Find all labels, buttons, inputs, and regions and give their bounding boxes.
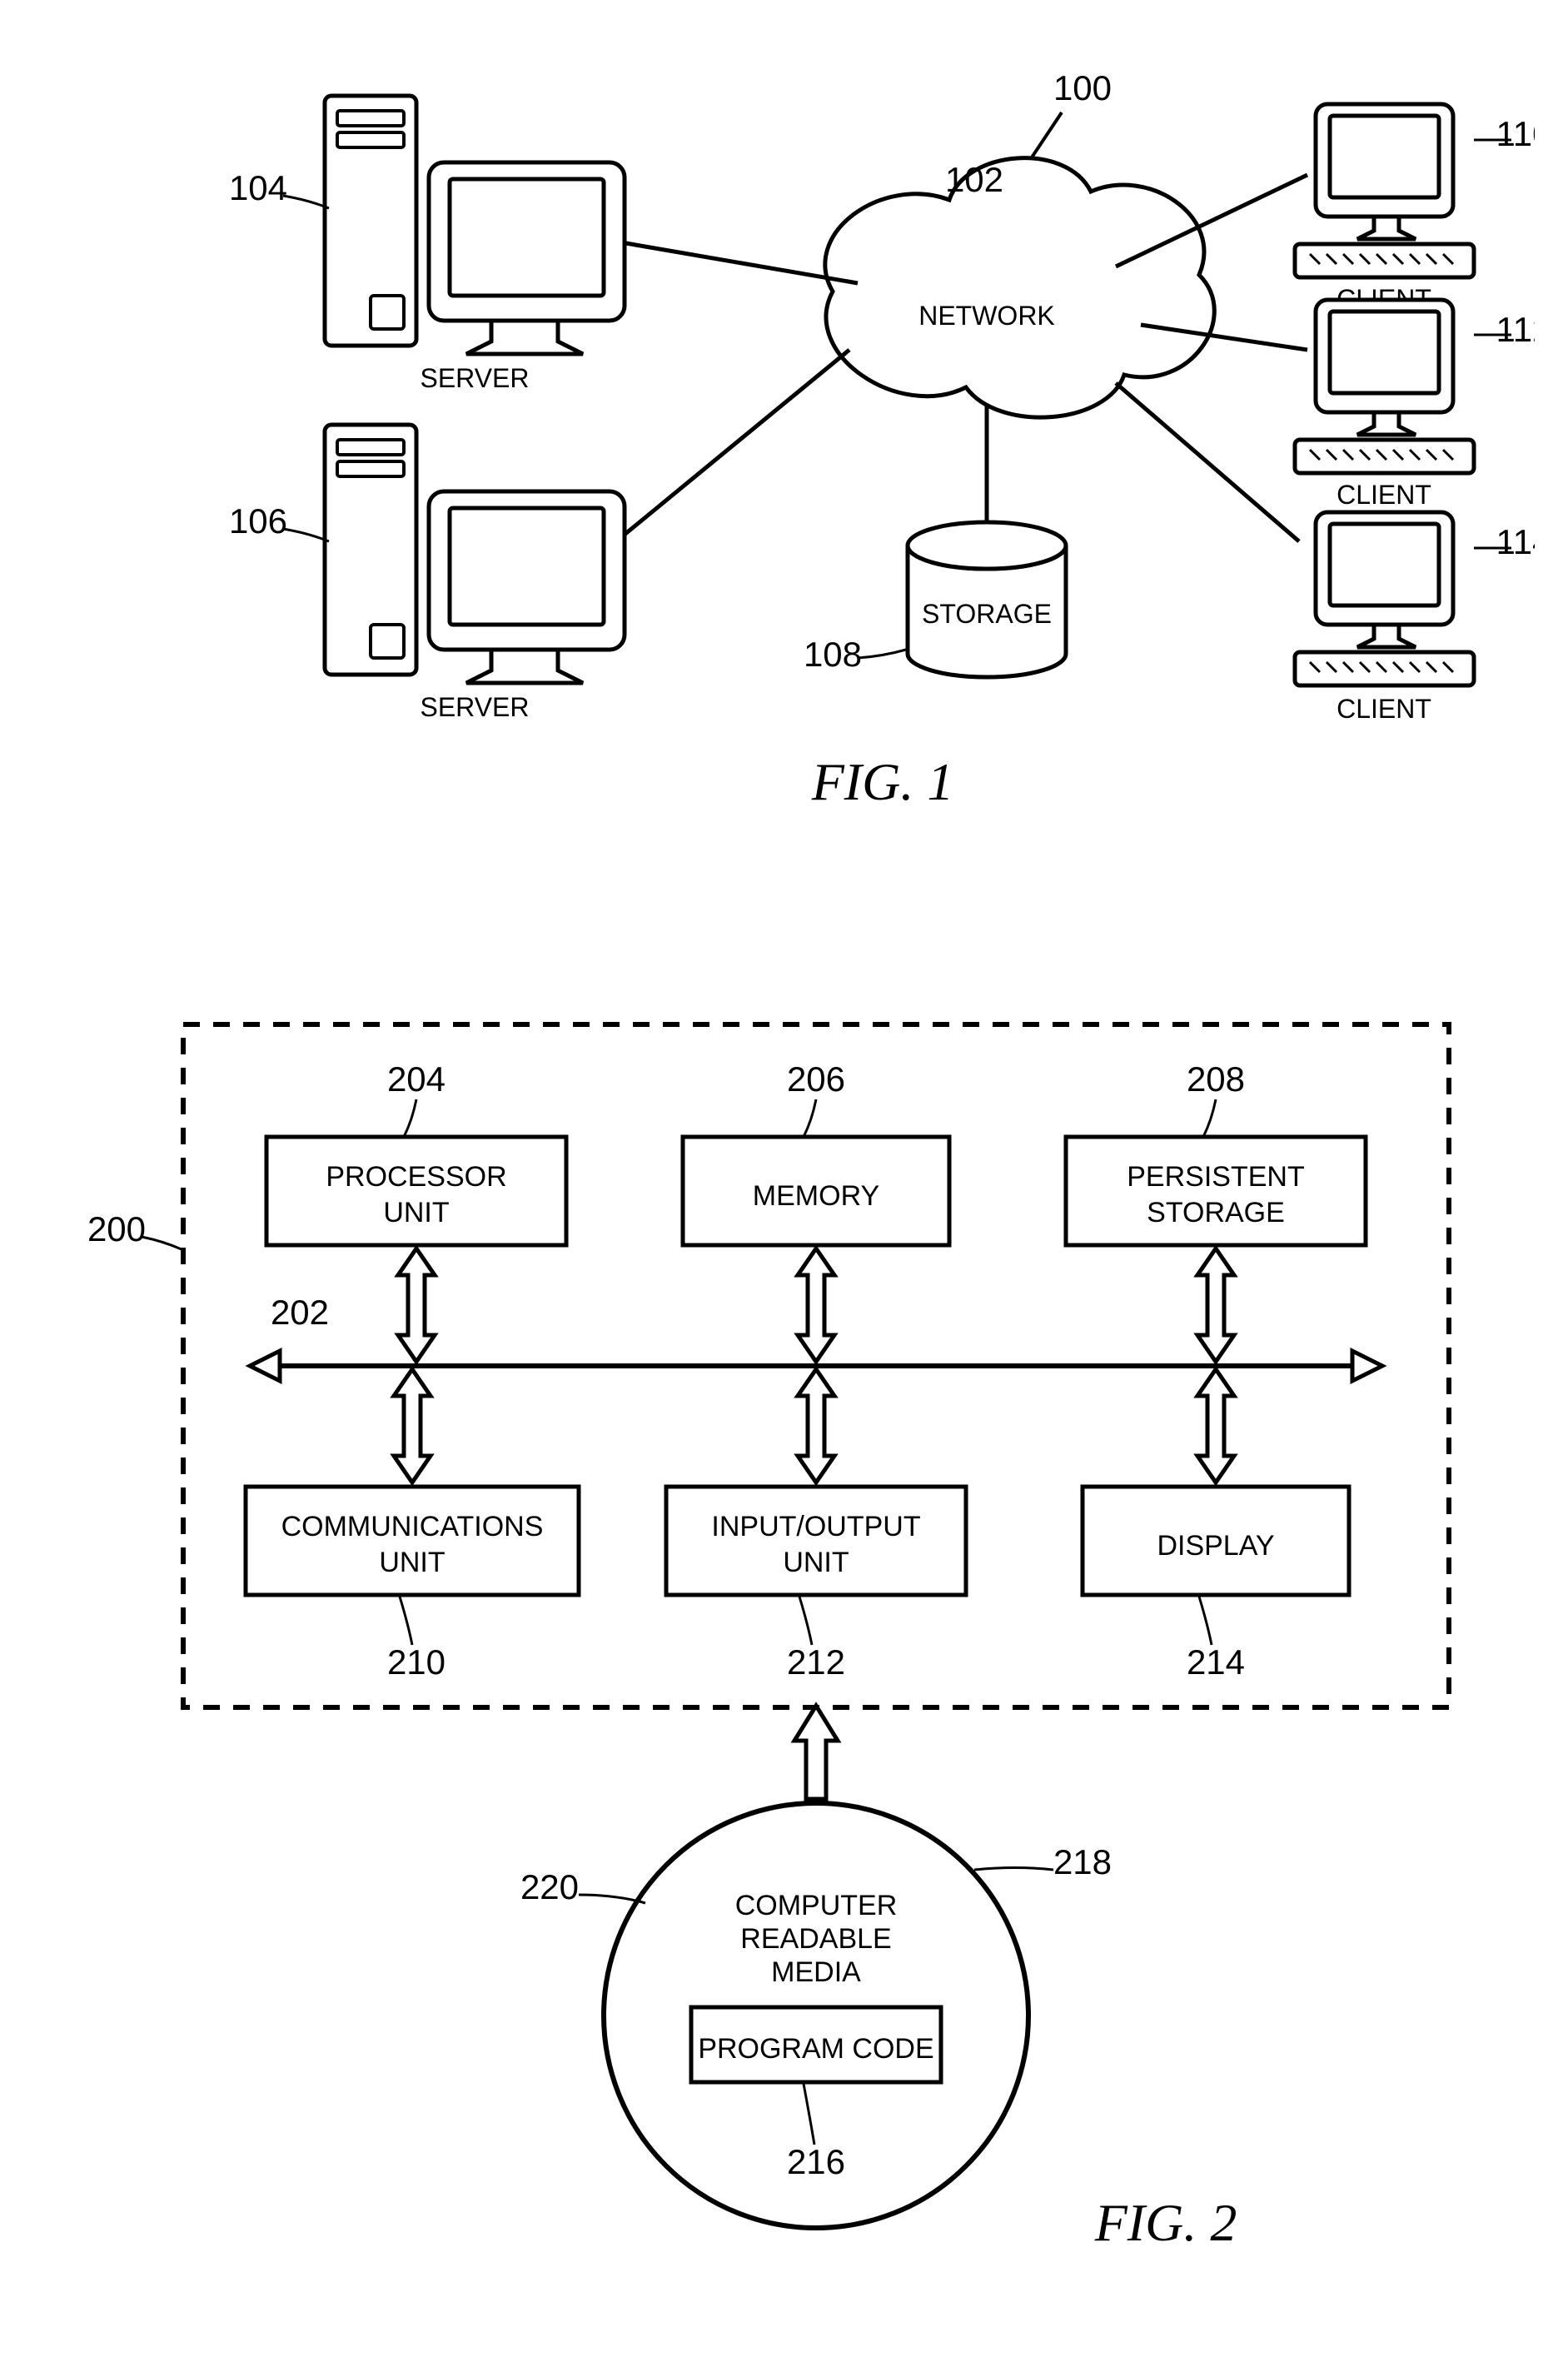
svg-text:COMMUNICATIONS: COMMUNICATIONS — [281, 1511, 544, 1542]
client-3-icon — [1295, 512, 1474, 685]
fig1-caption: FIG. 1 — [811, 752, 954, 811]
fig2-ref-214: 214 — [1187, 1642, 1245, 1682]
fig1-ref-108: 108 — [804, 635, 862, 674]
client-3-label: CLIENT — [1337, 694, 1431, 724]
server-2-icon — [325, 425, 625, 683]
fig1-ref-114: 114 — [1496, 522, 1535, 561]
svg-text:READABLE: READABLE — [740, 1923, 891, 1955]
svg-text:MEMORY: MEMORY — [753, 1180, 879, 1212]
fig2-ref-200: 200 — [87, 1209, 146, 1248]
fig2-ref-208: 208 — [1187, 1059, 1245, 1099]
client-1-icon — [1295, 104, 1474, 277]
server-2-label: SERVER — [420, 692, 529, 722]
fig1-ref-110: 110 — [1496, 114, 1535, 153]
network-cloud: NETWORK — [825, 158, 1214, 417]
figure-2-diagram: 200 202 PROCESSOR UNIT 204 MEMORY 206 PE… — [33, 991, 1535, 2324]
client-2-label: CLIENT — [1337, 480, 1431, 510]
server-1-label: SERVER — [420, 363, 529, 393]
persistent-storage-block: PERSISTENT STORAGE — [1066, 1137, 1366, 1245]
svg-text:UNIT: UNIT — [379, 1547, 445, 1578]
fig2-ref-210: 210 — [387, 1642, 446, 1682]
fig1-ref-100: 100 — [1053, 68, 1112, 107]
media-up-arrow — [794, 1706, 838, 1799]
figure-1-diagram: 100 NETWORK 102 SERVER 104 SERVER 106 ST… — [33, 33, 1535, 908]
fig2-caption: FIG. 2 — [1094, 2193, 1237, 2252]
svg-text:UNIT: UNIT — [383, 1197, 449, 1228]
svg-text:COMPUTER: COMPUTER — [735, 1890, 898, 1921]
fig1-ref-102: 102 — [945, 160, 1003, 199]
fig2-ref-206: 206 — [787, 1059, 845, 1099]
fig2-ref-218: 218 — [1053, 1842, 1112, 1881]
fig2-ref-220: 220 — [520, 1867, 579, 1906]
svg-text:INPUT/OUTPUT: INPUT/OUTPUT — [711, 1511, 920, 1542]
network-label: NETWORK — [918, 301, 1055, 331]
communications-unit-block: COMMUNICATIONS UNIT — [246, 1487, 579, 1595]
svg-text:PROCESSOR: PROCESSOR — [326, 1161, 506, 1193]
processor-unit-block: PROCESSOR UNIT — [266, 1137, 566, 1245]
fig1-ref-104: 104 — [229, 168, 287, 207]
svg-text:MEDIA: MEDIA — [771, 1956, 861, 1988]
storage-label: STORAGE — [922, 599, 1052, 629]
display-block: DISPLAY — [1083, 1487, 1349, 1595]
fig2-ref-212: 212 — [787, 1642, 845, 1682]
storage-cylinder: STORAGE — [908, 522, 1066, 677]
svg-text:DISPLAY: DISPLAY — [1157, 1530, 1274, 1562]
svg-text:STORAGE: STORAGE — [1147, 1197, 1285, 1228]
client-2-icon — [1295, 300, 1474, 473]
fig2-ref-216: 216 — [787, 2142, 845, 2181]
fig1-ref-112: 112 — [1496, 310, 1535, 349]
fig1-ref-106: 106 — [229, 501, 287, 541]
svg-text:UNIT: UNIT — [783, 1547, 849, 1578]
svg-text:PERSISTENT: PERSISTENT — [1127, 1161, 1304, 1193]
fig2-ref-202: 202 — [271, 1293, 329, 1332]
server-1-icon — [325, 96, 625, 354]
program-code-label: PROGRAM CODE — [698, 2033, 933, 2065]
fig2-ref-204: 204 — [387, 1059, 446, 1099]
memory-block: MEMORY — [683, 1137, 949, 1245]
io-unit-block: INPUT/OUTPUT UNIT — [666, 1487, 966, 1595]
